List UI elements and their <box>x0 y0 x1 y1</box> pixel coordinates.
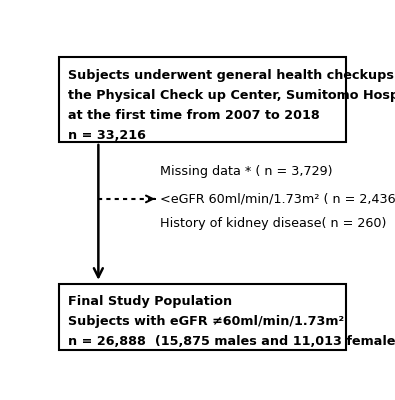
Text: n = 26,888  (15,875 males and 11,013 females): n = 26,888 (15,875 males and 11,013 fema… <box>68 335 395 348</box>
Bar <box>58 57 346 142</box>
Bar <box>58 284 346 350</box>
Text: the Physical Check up Center, Sumitomo Hospital: the Physical Check up Center, Sumitomo H… <box>68 89 395 102</box>
Text: Subjects with eGFR ≠60ml/min/1.73m²: Subjects with eGFR ≠60ml/min/1.73m² <box>68 315 344 328</box>
Text: <eGFR 60ml/min/1.73m² ( n = 2,436): <eGFR 60ml/min/1.73m² ( n = 2,436) <box>160 192 395 206</box>
Text: Final Study Population: Final Study Population <box>68 295 232 308</box>
Text: Missing data * ( n = 3,729): Missing data * ( n = 3,729) <box>160 165 332 178</box>
Text: n = 33,216: n = 33,216 <box>68 129 146 142</box>
Text: Subjects underwent general health checkups at: Subjects underwent general health checku… <box>68 69 395 82</box>
Text: History of kidney disease( n = 260): History of kidney disease( n = 260) <box>160 217 386 230</box>
Text: at the first time from 2007 to 2018: at the first time from 2007 to 2018 <box>68 109 320 122</box>
